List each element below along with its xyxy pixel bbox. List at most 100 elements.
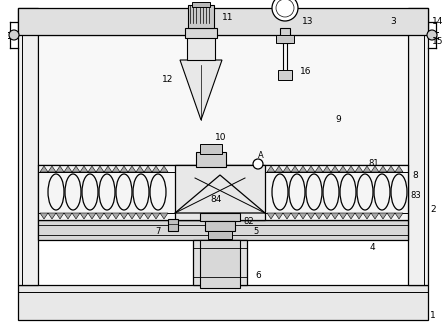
Bar	[175, 165, 265, 220]
Text: 8: 8	[412, 171, 418, 180]
Polygon shape	[175, 175, 265, 213]
Polygon shape	[307, 213, 315, 219]
Polygon shape	[291, 213, 299, 219]
Bar	[205, 221, 235, 231]
Text: 12: 12	[162, 76, 173, 84]
Text: A: A	[258, 150, 264, 159]
Polygon shape	[267, 213, 275, 219]
Polygon shape	[347, 213, 355, 219]
Polygon shape	[88, 213, 96, 219]
Polygon shape	[395, 213, 403, 219]
Bar	[185, 28, 217, 38]
Polygon shape	[363, 213, 371, 219]
Polygon shape	[128, 166, 136, 172]
Polygon shape	[267, 166, 275, 172]
Polygon shape	[180, 60, 222, 120]
Polygon shape	[387, 213, 395, 219]
Text: 4: 4	[370, 244, 376, 252]
Bar	[276, 35, 294, 43]
Polygon shape	[56, 166, 64, 172]
Polygon shape	[347, 166, 355, 172]
Polygon shape	[144, 166, 152, 172]
Text: 1: 1	[430, 311, 436, 319]
Bar	[278, 70, 292, 80]
Polygon shape	[112, 213, 120, 219]
Polygon shape	[56, 213, 64, 219]
Polygon shape	[160, 213, 168, 219]
Polygon shape	[283, 213, 291, 219]
Polygon shape	[299, 213, 307, 219]
Text: 7: 7	[155, 227, 160, 237]
Polygon shape	[40, 213, 48, 219]
Text: 6: 6	[255, 271, 261, 280]
Text: 81: 81	[368, 158, 379, 168]
Circle shape	[272, 0, 298, 21]
Bar	[200, 213, 240, 221]
Text: 16: 16	[300, 68, 311, 77]
Bar	[38, 35, 408, 165]
Polygon shape	[40, 166, 48, 172]
Polygon shape	[323, 166, 331, 172]
Polygon shape	[104, 166, 112, 172]
Polygon shape	[331, 213, 339, 219]
Bar	[200, 240, 240, 288]
Circle shape	[427, 30, 437, 40]
Polygon shape	[323, 213, 331, 219]
Polygon shape	[355, 166, 363, 172]
Text: 9: 9	[335, 115, 341, 124]
Polygon shape	[48, 213, 56, 219]
Polygon shape	[315, 166, 323, 172]
Polygon shape	[160, 166, 168, 172]
Polygon shape	[339, 213, 347, 219]
Polygon shape	[136, 213, 144, 219]
Bar	[18, 285, 428, 320]
Polygon shape	[275, 166, 283, 172]
Polygon shape	[152, 166, 160, 172]
Polygon shape	[315, 213, 323, 219]
Polygon shape	[48, 166, 56, 172]
Bar	[408, 8, 428, 285]
Polygon shape	[299, 166, 307, 172]
Text: 11: 11	[222, 13, 233, 21]
Polygon shape	[355, 213, 363, 219]
Bar	[38, 165, 408, 220]
Bar	[208, 231, 232, 239]
Polygon shape	[291, 166, 299, 172]
Polygon shape	[379, 213, 387, 219]
Polygon shape	[128, 213, 136, 219]
Polygon shape	[283, 166, 291, 172]
Polygon shape	[120, 213, 128, 219]
Polygon shape	[371, 166, 379, 172]
Text: 13: 13	[302, 17, 314, 26]
Polygon shape	[64, 213, 72, 219]
Bar	[196, 152, 226, 167]
Polygon shape	[136, 166, 144, 172]
Circle shape	[9, 30, 19, 40]
Circle shape	[276, 0, 294, 17]
Polygon shape	[120, 166, 128, 172]
Text: 82: 82	[243, 217, 254, 226]
Polygon shape	[387, 166, 395, 172]
Polygon shape	[395, 166, 403, 172]
Bar	[18, 8, 428, 35]
Polygon shape	[96, 166, 104, 172]
Bar	[187, 35, 215, 60]
Polygon shape	[379, 166, 387, 172]
Text: 2: 2	[430, 206, 435, 214]
Polygon shape	[144, 213, 152, 219]
Circle shape	[253, 159, 263, 169]
Text: 15: 15	[432, 38, 443, 47]
Bar	[192, 2, 210, 7]
Text: 5: 5	[253, 227, 258, 237]
Bar	[200, 144, 222, 154]
Polygon shape	[88, 166, 96, 172]
Polygon shape	[339, 166, 347, 172]
Polygon shape	[64, 166, 72, 172]
Bar	[168, 219, 178, 231]
Bar	[193, 240, 247, 285]
Bar	[280, 28, 290, 43]
Text: 14: 14	[432, 17, 443, 26]
Polygon shape	[112, 166, 120, 172]
Polygon shape	[80, 166, 88, 172]
Text: 3: 3	[390, 17, 396, 26]
